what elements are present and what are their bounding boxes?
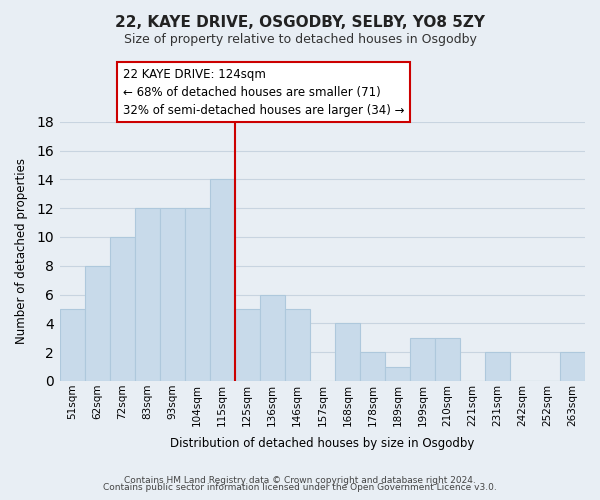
X-axis label: Distribution of detached houses by size in Osgodby: Distribution of detached houses by size … [170,437,475,450]
Bar [134,208,160,381]
Text: 22, KAYE DRIVE, OSGODBY, SELBY, YO8 5ZY: 22, KAYE DRIVE, OSGODBY, SELBY, YO8 5ZY [115,15,485,30]
Text: Size of property relative to detached houses in Osgodby: Size of property relative to detached ho… [124,32,476,46]
Y-axis label: Number of detached properties: Number of detached properties [15,158,28,344]
Bar [360,352,385,381]
Bar [160,208,185,381]
Bar [435,338,460,381]
Bar [285,309,310,381]
Bar [335,324,360,381]
Bar [59,309,85,381]
Bar [110,237,134,381]
Bar [210,180,235,381]
Text: 22 KAYE DRIVE: 124sqm
← 68% of detached houses are smaller (71)
32% of semi-deta: 22 KAYE DRIVE: 124sqm ← 68% of detached … [122,68,404,116]
Bar [260,294,285,381]
Bar [185,208,210,381]
Text: Contains public sector information licensed under the Open Government Licence v3: Contains public sector information licen… [103,484,497,492]
Bar [410,338,435,381]
Text: Contains HM Land Registry data © Crown copyright and database right 2024.: Contains HM Land Registry data © Crown c… [124,476,476,485]
Bar [85,266,110,381]
Bar [235,309,260,381]
Bar [560,352,585,381]
Bar [485,352,510,381]
Bar [385,366,410,381]
